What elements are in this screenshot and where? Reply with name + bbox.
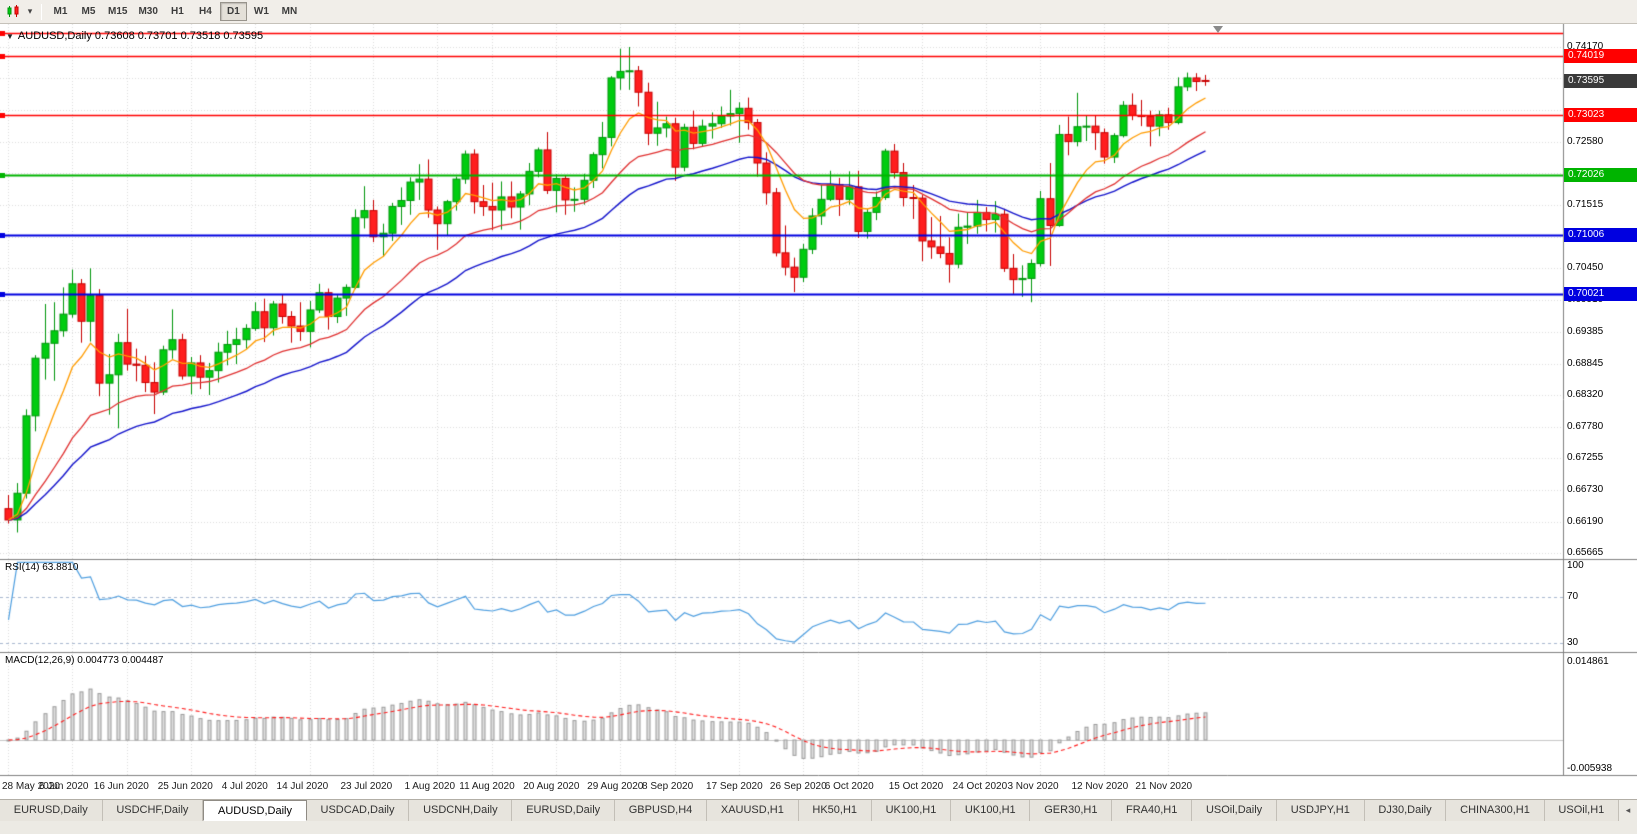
- timeframe-button-w1[interactable]: W1: [248, 2, 275, 21]
- tab-eurusd-daily[interactable]: EURUSD,Daily: [0, 800, 103, 821]
- date-label: 20 Aug 2020: [523, 781, 580, 792]
- date-label: 6 Oct 2020: [824, 781, 874, 792]
- price-scale-tick: 0.72580: [1567, 135, 1604, 147]
- tab-scroll-left-icon[interactable]: ◂: [1625, 805, 1631, 815]
- timeframe-button-m15[interactable]: M15: [103, 2, 132, 21]
- timeframe-button-h1[interactable]: H1: [164, 2, 191, 21]
- price-scale-tick: 0.65665: [1567, 546, 1604, 558]
- tab-uk100-h1[interactable]: UK100,H1: [871, 800, 952, 821]
- chart-title-text: AUDUSD,Daily 0.73608 0.73701 0.73518 0.7…: [17, 30, 264, 42]
- date-label: 8 Sep 2020: [642, 781, 694, 792]
- price-scale-tick: 0.66190: [1567, 515, 1604, 527]
- price-chart-canvas[interactable]: [0, 24, 1637, 799]
- date-label: 3 Nov 2020: [1007, 781, 1059, 792]
- date-label: 1 Aug 2020: [404, 781, 456, 792]
- tab-fra40-h1[interactable]: FRA40,H1: [1112, 800, 1193, 821]
- date-label: 12 Nov 2020: [1071, 781, 1129, 792]
- tab-usdchf-daily[interactable]: USDCHF,Daily: [102, 800, 204, 821]
- timeframe-button-m1[interactable]: M1: [47, 2, 74, 21]
- timeframe-button-h4[interactable]: H4: [192, 2, 219, 21]
- date-label: 28 May 2020: [2, 781, 60, 792]
- timeframe-toolbar: ▾ M1 M5 M15 M30 H1 H4 D1 W1 MN: [0, 0, 1637, 24]
- chart-type-dropdown-caret-icon[interactable]: ▾: [27, 6, 33, 16]
- tab-hk50-h1[interactable]: HK50,H1: [798, 800, 872, 821]
- tab-usoil-daily[interactable]: USOil,Daily: [1192, 800, 1277, 821]
- chart-shift-marker-icon[interactable]: [1213, 26, 1223, 33]
- tab-ger30-h1[interactable]: GER30,H1: [1030, 800, 1113, 821]
- date-label: 21 Nov 2020: [1135, 781, 1193, 792]
- chart-title: ▼ AUDUSD,Daily 0.73608 0.73701 0.73518 0…: [6, 30, 263, 42]
- tab-audusd-daily[interactable]: AUDUSD,Daily: [203, 800, 307, 821]
- price-line-badge: 0.70021: [1564, 286, 1637, 301]
- price-line-badge: 0.74019: [1564, 48, 1637, 63]
- tab-china300-h1[interactable]: CHINA300,H1: [1446, 800, 1545, 821]
- candlestick-icon: [7, 5, 19, 17]
- price-scale-tick: 0.67255: [1567, 452, 1604, 464]
- date-label: 15 Oct 2020: [888, 781, 944, 792]
- date-label: 17 Sep 2020: [705, 781, 763, 792]
- price-scale-tick: 0.68320: [1567, 389, 1604, 401]
- tab-gbpusd-h4[interactable]: GBPUSD,H4: [614, 800, 708, 821]
- timeframe-buttons: M1 M5 M15 M30 H1 H4 D1 W1 MN: [47, 2, 303, 21]
- rsi-indicator-label: RSI(14) 63.8810: [5, 562, 79, 573]
- tab-dj30-daily[interactable]: DJ30,Daily: [1364, 800, 1447, 821]
- chart-dropdown-icon[interactable]: ▼: [6, 31, 14, 41]
- price-scale-tick: 0.66730: [1567, 483, 1604, 495]
- tab-uk100-h1[interactable]: UK100,H1: [951, 800, 1031, 821]
- macd-scale-label: -0.005938: [1567, 763, 1613, 774]
- price-line-badge: 0.73023: [1564, 108, 1637, 123]
- price-scale-tick: 0.70450: [1567, 262, 1604, 274]
- macd-scale-label: 0.014861: [1567, 656, 1609, 668]
- timeframe-button-m5[interactable]: M5: [75, 2, 102, 21]
- price-line-badge: 0.72026: [1564, 167, 1637, 182]
- timeframe-button-m30[interactable]: M30: [133, 2, 162, 21]
- current-price-badge: 0.73595: [1564, 74, 1637, 89]
- date-label: 29 Aug 2020: [587, 781, 644, 792]
- tab-eurusd-daily[interactable]: EURUSD,Daily: [512, 800, 615, 821]
- date-label: 14 Jul 2020: [276, 781, 329, 792]
- tab-usdcad-daily[interactable]: USDCAD,Daily: [306, 800, 410, 821]
- date-label: 24 Oct 2020: [952, 781, 1008, 792]
- price-scale-tick: 0.67780: [1567, 421, 1604, 433]
- price-scale-tick: 0.74170: [1567, 41, 1604, 52]
- date-label: 16 Jun 2020: [93, 781, 149, 792]
- tab-usoil-h1[interactable]: USOil,H1: [1544, 800, 1620, 821]
- rsi-level-label: 30: [1567, 636, 1579, 648]
- price-scale-tick: 0.68845: [1567, 357, 1604, 369]
- tab-xauusd-h1[interactable]: XAUUSD,H1: [707, 800, 799, 821]
- toolbar-separator: [41, 3, 42, 20]
- date-label: 6 Jun 2020: [38, 781, 89, 792]
- macd-indicator-label: MACD(12,26,9) 0.004773 0.004487: [5, 655, 164, 666]
- date-label: 25 Jun 2020: [157, 781, 213, 792]
- tab-usdjpy-h1[interactable]: USDJPY,H1: [1276, 800, 1365, 821]
- date-label: 11 Aug 2020: [459, 781, 515, 792]
- timeframe-button-d1[interactable]: D1: [219, 2, 247, 21]
- tab-usdcnh-daily[interactable]: USDCNH,Daily: [409, 800, 513, 821]
- timeframe-button-mn[interactable]: MN: [276, 2, 303, 21]
- rsi-level-label: 70: [1567, 590, 1579, 602]
- rsi-level-label: 100: [1567, 560, 1584, 571]
- date-label: 26 Sep 2020: [769, 781, 827, 792]
- price-scale-tick: 0.71515: [1567, 198, 1604, 210]
- date-label: 23 Jul 2020: [340, 781, 393, 792]
- price-scale-tick: 0.69385: [1567, 325, 1604, 337]
- chart-tab-bar: EURUSD,Daily USDCHF,Daily AUDUSD,Daily USDC…: [0, 799, 1637, 834]
- price-line-badge: 0.71006: [1564, 228, 1637, 243]
- chart-type-icon[interactable]: [4, 2, 24, 22]
- date-label: 4 Jul 2020: [221, 781, 268, 792]
